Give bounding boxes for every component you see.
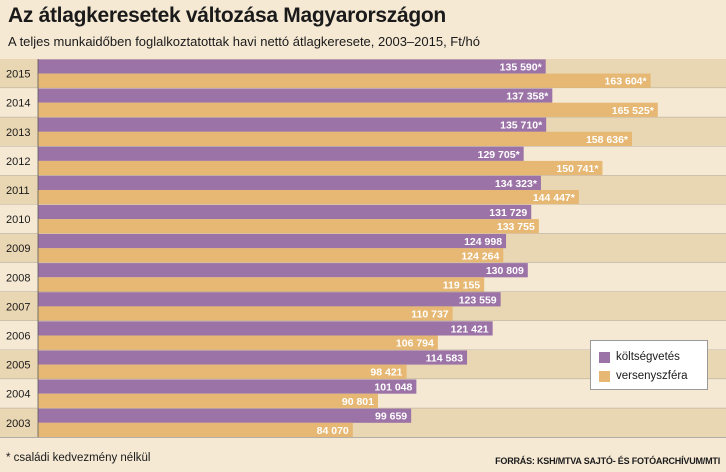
footnote: * családi kedvezmény nélkül [6,452,151,464]
bar-versenyszfera [38,160,603,176]
bar-versenyszfera [38,306,453,321]
bar-versenyszfera [38,248,504,263]
legend-item-koltsegvetes: költségvetés [599,349,680,365]
bar-versenyszfera [38,131,633,146]
bar-versenyszfera [38,73,651,88]
legend-label-koltsegvetes: költségvetés [616,351,680,363]
bar-koltsegvetes [38,88,553,103]
year-label: 2010 [6,214,30,226]
year-label: 2013 [6,127,30,139]
year-label: 2015 [6,69,30,81]
value-label-versenyszfera: 144 447* [533,192,576,204]
value-label-versenyszfera: 133 755 [497,221,535,233]
year-label: 2008 [6,272,30,284]
chart-title: Az átlagkeresetek változása Magyarország… [8,4,446,27]
value-label-koltsegvetes: 130 809 [486,265,524,277]
value-label-koltsegvetes: 129 705* [478,149,521,161]
bar-versenyszfera [38,393,378,408]
value-label-koltsegvetes: 124 998 [464,236,502,248]
bar-chart: 2015 135 590* 163 604* 2014 137 358* 165 525*… [0,59,726,438]
value-label-koltsegvetes: 131 729 [489,207,527,219]
bar-koltsegvetes [38,146,524,161]
bar-koltsegvetes [38,175,541,190]
value-label-koltsegvetes: 114 583 [426,353,464,365]
value-label-versenyszfera: 158 636* [586,134,629,146]
legend-label-versenyszfera: versenyszféra [616,370,688,382]
bar-koltsegvetes [38,59,546,74]
year-label: 2014 [6,98,30,110]
bar-versenyszfera [38,335,438,350]
value-label-versenyszfera: 163 604* [605,76,648,88]
value-label-koltsegvetes: 134 323* [495,178,538,190]
year-label: 2009 [6,243,30,255]
value-label-versenyszfera: 150 741* [556,163,599,175]
legend-swatch-koltsegvetes [599,351,610,363]
bar-versenyszfera [38,190,579,205]
value-label-versenyszfera: 165 525* [612,105,655,117]
year-label: 2004 [6,389,30,401]
year-label: 2012 [6,156,30,168]
bar-koltsegvetes [38,292,501,307]
legend-swatch-versenyszfera [599,370,610,382]
bar-versenyszfera [38,422,353,437]
bar-versenyszfera [38,277,485,292]
chart-legend: költségvetés versenyszféra [590,340,708,390]
bar-versenyszfera [38,219,539,234]
year-label: 2005 [6,360,30,372]
value-label-koltsegvetes: 99 659 [375,411,407,423]
value-label-versenyszfera: 119 155 [443,279,481,291]
bar-koltsegvetes [38,234,507,249]
legend-item-versenyszfera: versenyszféra [599,368,688,384]
value-label-versenyszfera: 106 794 [396,338,434,350]
chart-subtitle: A teljes munkaidőben foglalkoztatottak h… [8,34,480,49]
value-label-versenyszfera: 124 264 [461,250,499,262]
value-label-koltsegvetes: 123 559 [459,294,497,306]
value-label-koltsegvetes: 135 590* [500,62,543,74]
value-label-koltsegvetes: 137 358* [506,91,549,103]
bar-koltsegvetes [38,263,528,278]
value-label-koltsegvetes: 101 048 [374,382,412,394]
year-label: 2011 [6,185,30,197]
bar-koltsegvetes [38,408,412,423]
bar-versenyszfera [38,102,658,117]
value-label-versenyszfera: 110 737 [411,309,449,321]
value-label-koltsegvetes: 121 421 [451,323,489,335]
value-label-versenyszfera: 98 421 [370,367,402,379]
year-label: 2003 [6,418,30,430]
value-label-versenyszfera: 90 801 [342,396,374,408]
bar-koltsegvetes [38,350,468,365]
bar-versenyszfera [38,364,407,379]
year-label: 2007 [6,301,30,313]
value-label-koltsegvetes: 135 710* [500,120,543,132]
bar-koltsegvetes [38,204,532,220]
bar-koltsegvetes [38,321,493,336]
value-label-versenyszfera: 84 070 [317,425,349,437]
bar-koltsegvetes [38,117,547,132]
year-label: 2006 [6,330,30,342]
source-credit: FORRÁS: KSH/MTVA SAJTÓ- ÉS FOTÓARCHÍVUM/… [495,456,720,466]
bar-koltsegvetes [38,379,417,394]
